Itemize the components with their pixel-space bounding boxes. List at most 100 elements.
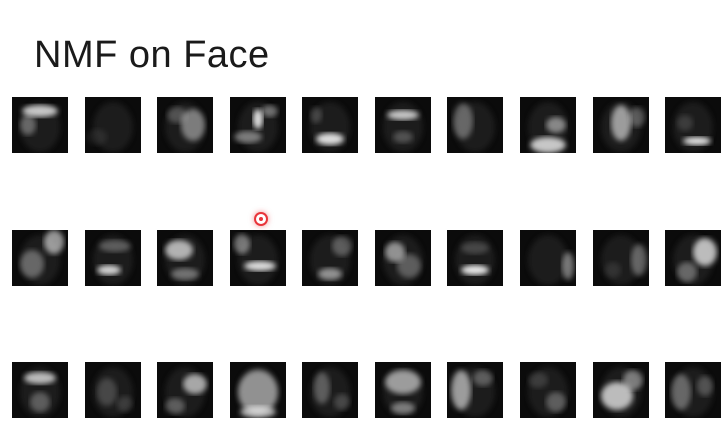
face-basis-image	[673, 102, 713, 152]
face-basis-image	[383, 367, 423, 417]
face-basis-image	[528, 235, 574, 285]
face-basis-image	[165, 235, 205, 285]
face-basis-tile	[447, 230, 503, 286]
face-basis-tile	[85, 362, 141, 418]
face-feature-highlight	[611, 105, 631, 141]
face-basis-image	[528, 367, 568, 417]
face-feature-highlight	[165, 398, 185, 414]
face-feature-highlight	[385, 370, 421, 394]
face-basis-image	[234, 102, 278, 152]
face-feature-highlight	[693, 238, 717, 266]
face-basis-image	[601, 367, 643, 417]
face-feature-highlight	[117, 396, 133, 412]
face-feature-highlight	[22, 105, 58, 117]
face-feature-highlight	[167, 107, 187, 123]
laser-pointer-icon	[256, 214, 266, 224]
face-feature-highlight	[393, 131, 413, 143]
face-basis-image	[238, 367, 278, 418]
face-basis-tile	[593, 362, 649, 418]
face-basis-image	[455, 235, 495, 285]
face-basis-tile	[157, 362, 213, 418]
face-feature-highlight	[546, 117, 566, 133]
face-basis-tile	[12, 97, 68, 153]
face-feature-highlight	[318, 268, 342, 280]
face-feature-highlight	[528, 372, 548, 388]
face-feature-highlight	[20, 115, 36, 135]
face-feature-highlight	[20, 250, 44, 278]
face-basis-tile	[85, 97, 141, 153]
face-basis-image	[165, 367, 207, 417]
face-basis-tile	[520, 230, 576, 286]
face-basis-image	[383, 235, 423, 285]
face-feature-highlight	[316, 133, 344, 145]
face-basis-image	[671, 367, 713, 417]
face-feature-highlight	[97, 265, 121, 275]
face-feature-highlight	[171, 268, 199, 280]
face-feature-highlight	[453, 103, 473, 139]
face-basis-image	[20, 367, 60, 417]
face-silhouette	[528, 235, 568, 285]
face-basis-tile	[302, 97, 358, 153]
face-basis-tile	[665, 230, 721, 286]
face-feature-highlight	[24, 372, 56, 384]
face-feature-highlight	[461, 265, 489, 275]
face-basis-tile	[302, 362, 358, 418]
face-feature-highlight	[44, 230, 64, 254]
face-basis-image	[93, 367, 133, 417]
face-feature-highlight	[99, 240, 131, 252]
face-basis-image	[601, 235, 647, 285]
face-basis-tile	[375, 362, 431, 418]
face-basis-tile	[447, 97, 503, 153]
face-feature-highlight	[623, 370, 643, 390]
face-basis-image	[20, 102, 60, 152]
face-feature-highlight	[473, 370, 493, 386]
face-feature-highlight	[87, 129, 107, 145]
face-basis-tile	[375, 230, 431, 286]
face-basis-image	[453, 102, 495, 152]
face-feature-highlight	[30, 392, 50, 412]
face-basis-tile	[375, 97, 431, 153]
face-feature-highlight	[629, 107, 645, 127]
face-feature-highlight	[181, 109, 205, 141]
face-basis-tile	[593, 230, 649, 286]
face-feature-highlight	[253, 109, 263, 129]
face-basis-tile	[230, 362, 286, 418]
face-basis-tile	[520, 362, 576, 418]
face-basis-tile	[157, 230, 213, 286]
face-basis-image	[673, 235, 717, 285]
face-feature-highlight	[262, 105, 278, 117]
face-feature-highlight	[530, 137, 566, 153]
face-basis-tile	[85, 230, 141, 286]
face-feature-highlight	[183, 374, 207, 394]
face-feature-highlight	[234, 234, 250, 254]
face-basis-tile	[230, 97, 286, 153]
face-basis-tile	[665, 362, 721, 418]
face-basis-image	[528, 102, 568, 153]
face-basis-image	[451, 367, 495, 417]
face-feature-highlight	[310, 107, 322, 123]
face-feature-highlight	[391, 402, 415, 414]
face-basis-image	[165, 102, 205, 152]
face-feature-highlight	[697, 376, 713, 396]
slide-title: NMF on Face	[34, 34, 270, 77]
face-basis-tile	[12, 362, 68, 418]
face-feature-highlight	[562, 252, 574, 280]
face-feature-highlight	[97, 378, 117, 406]
face-feature-highlight	[238, 370, 278, 414]
face-feature-highlight	[671, 374, 691, 410]
face-feature-highlight	[234, 131, 262, 143]
face-feature-highlight	[314, 372, 330, 404]
face-feature-highlight	[332, 236, 352, 256]
face-basis-image	[234, 234, 278, 285]
face-feature-highlight	[244, 261, 276, 271]
face-feature-highlight	[385, 242, 405, 262]
face-feature-highlight	[387, 110, 419, 120]
face-feature-highlight	[397, 254, 421, 278]
face-feature-highlight	[461, 242, 489, 254]
face-silhouette	[383, 102, 423, 152]
face-basis-image	[310, 367, 350, 417]
face-basis-tile	[230, 230, 286, 286]
face-basis-tile	[665, 97, 721, 153]
face-feature-highlight	[165, 240, 193, 260]
